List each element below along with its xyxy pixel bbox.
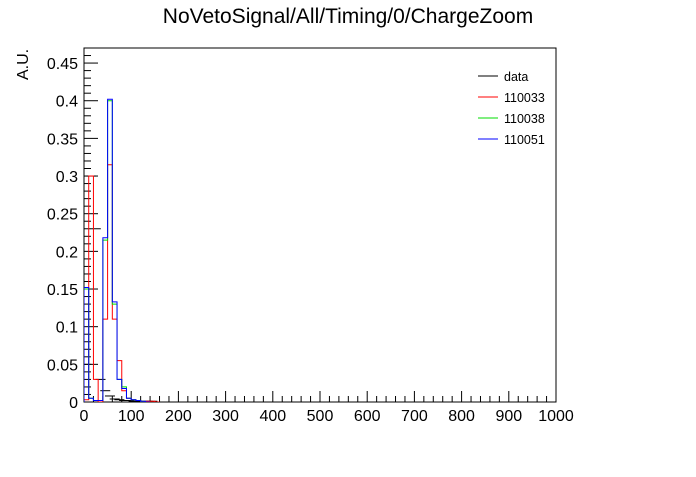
x-tick-label: 100 — [118, 408, 145, 425]
series-line-110033 — [84, 164, 160, 402]
y-tick-label: 0.25 — [47, 207, 78, 224]
x-tick-label: 700 — [401, 408, 428, 425]
legend-label-data: data — [504, 70, 528, 84]
x-tick-label: 1000 — [538, 408, 574, 425]
series-110051 — [84, 98, 151, 402]
x-tick-label: 200 — [165, 408, 192, 425]
legend-label-110033: 110033 — [504, 91, 545, 105]
y-tick-label: 0.05 — [47, 357, 78, 374]
x-tick-label: 900 — [495, 408, 522, 425]
y-tick-label: 0.45 — [47, 56, 78, 73]
x-tick-label: 600 — [354, 408, 381, 425]
y-tick-label: 0.1 — [56, 320, 78, 337]
legend: data 110033 110038 110051 — [478, 70, 545, 147]
legend-label-110038: 110038 — [504, 112, 545, 126]
chart-title: NoVetoSignal/All/Timing/0/ChargeZoom — [163, 5, 533, 28]
x-tick-label: 0 — [80, 408, 89, 425]
x-tick-label: 400 — [259, 408, 286, 425]
y-tick-label: 0 — [69, 395, 78, 412]
y-axis-label: A.U. — [15, 49, 32, 80]
legend-label-110051: 110051 — [504, 133, 545, 147]
y-tick-label: 0.3 — [56, 169, 78, 186]
series-line-110051 — [84, 98, 151, 402]
x-tick-label: 300 — [212, 408, 239, 425]
plot-area: 0 100 200 300 400 500 600 700 800 900 1000 0 0.05 0.1… — [47, 47, 574, 425]
plot-frame — [83, 47, 557, 403]
x-tick-label: 800 — [448, 408, 475, 425]
y-tick-label: 0.15 — [47, 282, 78, 299]
y-tick-label: 0.2 — [56, 244, 78, 261]
x-tick-label: 500 — [307, 408, 334, 425]
y-tick-label: 0.35 — [47, 131, 78, 148]
y-tick-label: 0.4 — [56, 94, 78, 111]
series-110033 — [84, 164, 160, 402]
